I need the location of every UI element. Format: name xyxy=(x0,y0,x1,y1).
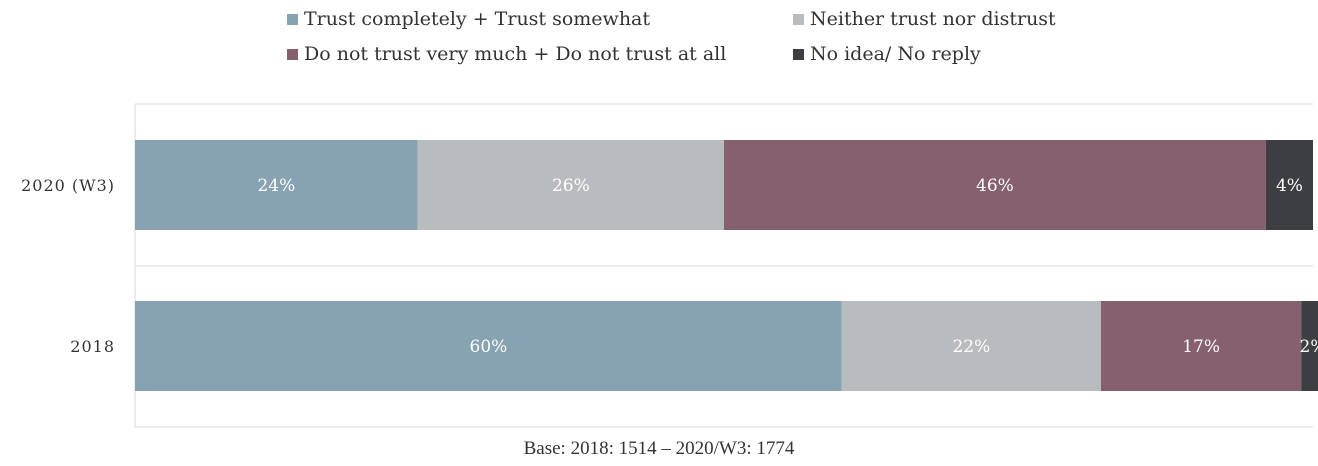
category-label-0: 2020 (W3) xyxy=(21,176,115,195)
data-label-neither-0: 26% xyxy=(552,176,590,196)
legend-swatch-distrust xyxy=(287,48,298,60)
bar-trust-0 xyxy=(135,140,418,230)
data-label-no-idea-1: 2% xyxy=(1300,337,1318,357)
legend-label-distrust: Do not trust very much + Do not trust at… xyxy=(304,43,727,65)
bar-trust-1 xyxy=(135,301,842,391)
legend-label-neither: Neither trust nor distrust xyxy=(810,8,1056,30)
bar-distrust-1 xyxy=(1100,301,1302,391)
bar-neither-1 xyxy=(841,301,1101,391)
legend-item-neither: Neither trust nor distrust xyxy=(793,8,1056,30)
data-label-distrust-0: 46% xyxy=(976,176,1014,196)
legend: Trust completely + Trust somewhat Neithe… xyxy=(0,0,1318,80)
data-label-neither-1: 22% xyxy=(952,337,990,357)
data-label-trust-0: 24% xyxy=(257,176,295,196)
legend-item-trust: Trust completely + Trust somewhat xyxy=(287,8,650,30)
data-label-trust-1: 60% xyxy=(470,337,508,357)
legend-item-distrust: Do not trust very much + Do not trust at… xyxy=(287,43,726,65)
legend-label-no-idea: No idea/ No reply xyxy=(810,43,981,65)
bar-distrust-0 xyxy=(724,140,1266,230)
bar-neither-0 xyxy=(417,140,724,230)
data-label-distrust-1: 17% xyxy=(1182,337,1220,357)
bar-no-idea-0 xyxy=(1265,140,1313,230)
base-note: Base: 2018: 1514 – 2020/W3: 1774 xyxy=(523,438,795,459)
legend-swatch-no-idea xyxy=(793,48,804,60)
bar-no-idea-1 xyxy=(1301,301,1318,391)
legend-label-trust: Trust completely + Trust somewhat xyxy=(304,8,651,30)
legend-swatch-trust xyxy=(287,13,298,25)
category-label-1: 2018 xyxy=(70,337,115,356)
data-label-no-idea-0: 4% xyxy=(1276,176,1303,196)
legend-swatch-neither xyxy=(793,13,804,25)
legend-item-no-idea: No idea/ No reply xyxy=(793,43,981,65)
